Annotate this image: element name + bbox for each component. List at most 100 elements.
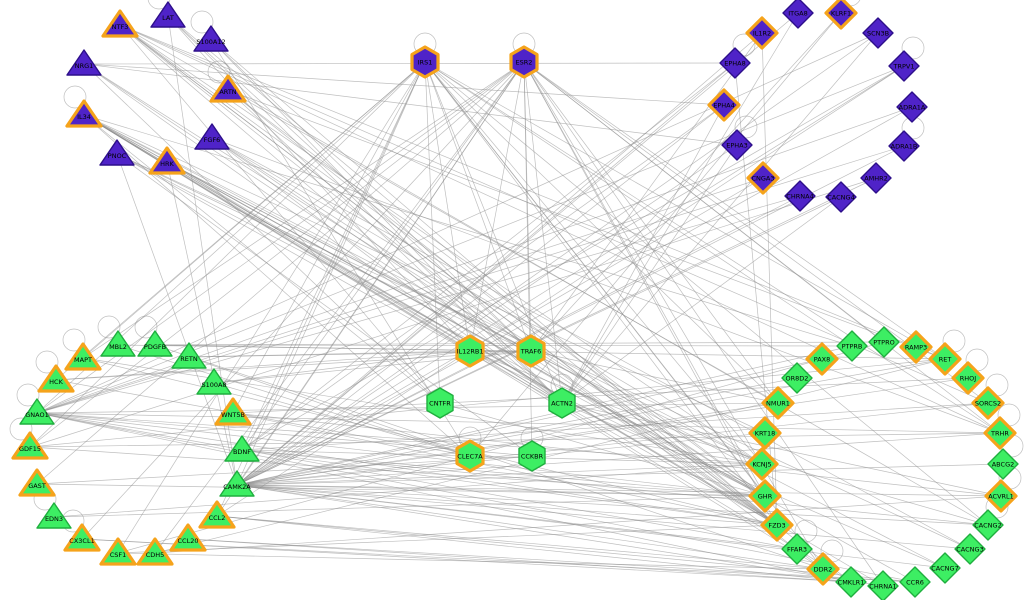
edge-IRS1-KCNJ5 — [424, 61, 763, 465]
edge-CDH5-RET — [154, 358, 946, 554]
node-ITGA8[interactable] — [782, 0, 814, 29]
edge-CAMK2A-ACVRL1 — [236, 484, 1002, 497]
node-ADRA1B[interactable] — [888, 130, 920, 162]
edge-CAMK2A-OR8D2 — [236, 377, 798, 486]
edge-NRG1-EPHA4 — [83, 63, 725, 106]
node-ADRA1A[interactable] — [896, 91, 928, 123]
node-CACNG2[interactable] — [972, 509, 1004, 541]
node-IL12RB1[interactable] — [455, 334, 485, 368]
node-PAX8[interactable] — [805, 342, 839, 376]
edge-EPHA8-CAMK2A — [236, 62, 736, 486]
edge-FGF6-TRHR — [211, 137, 1001, 434]
node-NMUR1[interactable] — [761, 386, 795, 420]
edge-CAMK2A-GHR — [236, 484, 766, 497]
self-loop-S100A12 — [190, 10, 214, 34]
edge-CX3CL1-CCR6 — [81, 538, 916, 583]
edge-ESR2-CCL2 — [216, 61, 525, 517]
node-TRPV1[interactable] — [888, 50, 920, 82]
node-S100A12[interactable] — [193, 25, 229, 52]
edge-SCN3B-CAMK2A — [236, 32, 879, 486]
node-LAT[interactable] — [150, 1, 186, 28]
node-CHRNA1[interactable] — [867, 570, 899, 600]
edge-CAMK2A-DDR2 — [236, 484, 824, 570]
edge-S100A12-ACTN2 — [210, 39, 563, 404]
node-MBL2[interactable] — [100, 330, 136, 357]
node-CDH5[interactable] — [136, 537, 174, 566]
node-TRAF6[interactable] — [516, 334, 546, 368]
node-MAPT[interactable] — [64, 342, 102, 371]
node-CNTFR[interactable] — [426, 387, 454, 419]
self-loop-EPHA3 — [734, 115, 758, 139]
node-CMKLR1[interactable] — [835, 566, 867, 598]
node-ARTN[interactable] — [209, 74, 247, 103]
node-PTPRO[interactable] — [868, 326, 900, 358]
node-EPHA3[interactable] — [721, 129, 753, 161]
node-ABCG2[interactable] — [987, 448, 1019, 480]
node-GAST[interactable] — [18, 468, 56, 497]
node-WNT5B[interactable] — [214, 397, 252, 426]
node-S100A8[interactable] — [196, 368, 232, 395]
edge-NTF3-TRHR — [119, 24, 1001, 434]
node-IL34[interactable] — [65, 99, 103, 128]
node-TRHR[interactable] — [983, 416, 1017, 450]
node-SORCS2[interactable] — [971, 386, 1005, 420]
node-RHOJ[interactable] — [951, 361, 985, 395]
edge-CAMK2A-TRHR — [236, 432, 1001, 486]
node-RETN[interactable] — [171, 342, 207, 369]
node-NRG1[interactable] — [66, 49, 102, 76]
node-GHR[interactable] — [748, 479, 782, 513]
node-IL1R2[interactable] — [745, 16, 779, 50]
node-CACNG4[interactable] — [825, 181, 857, 213]
node-SCN3B[interactable] — [862, 17, 894, 49]
node-RET[interactable] — [928, 342, 962, 376]
node-GDF15[interactable] — [11, 431, 49, 460]
node-NTF3[interactable] — [101, 9, 139, 38]
node-ACTN2[interactable] — [548, 387, 576, 419]
node-EPHA4[interactable] — [707, 88, 741, 122]
node-CAMK2A[interactable] — [219, 470, 255, 497]
edge-GNAO1-CCKBR — [36, 412, 533, 457]
node-AMHR2[interactable] — [860, 162, 892, 194]
node-CLEC7A[interactable] — [455, 439, 485, 473]
edge-NRG1-CNTFR — [83, 63, 441, 404]
node-CNGA3[interactable] — [746, 161, 780, 195]
edge-EPHA4-ACTN2 — [561, 104, 725, 404]
node-PDGFB[interactable] — [137, 330, 173, 357]
node-EDN3[interactable] — [36, 502, 72, 529]
node-KCNJ5[interactable] — [745, 447, 779, 481]
node-PTPRB[interactable] — [836, 330, 868, 362]
node-DDR2[interactable] — [806, 552, 840, 586]
node-CCR6[interactable] — [899, 566, 931, 598]
edge-IRS1-CACNG2 — [424, 61, 989, 526]
node-CCL2[interactable] — [198, 500, 236, 529]
node-CCKBR[interactable] — [518, 440, 546, 472]
edge-CSF1-DDR2 — [117, 552, 824, 570]
node-PNOC[interactable] — [99, 139, 135, 166]
node-CACNG7[interactable] — [929, 552, 961, 584]
node-HRK[interactable] — [148, 146, 186, 175]
node-IRS1[interactable] — [410, 45, 440, 79]
node-FGF6[interactable] — [194, 123, 230, 150]
node-KRT18[interactable] — [748, 416, 782, 450]
node-ESR2[interactable] — [509, 45, 539, 79]
node-EPHA8[interactable] — [719, 47, 751, 79]
node-CCL20[interactable] — [169, 523, 207, 552]
node-CHRNA4[interactable] — [784, 180, 816, 212]
edge-WNT5B-FZD3 — [232, 412, 778, 526]
node-KLRF1[interactable] — [824, 0, 858, 30]
edge-ITGA8-CAMK2A — [236, 12, 799, 486]
node-HCK[interactable] — [37, 364, 75, 393]
node-BDNF[interactable] — [224, 435, 260, 462]
node-OR8D2[interactable] — [781, 362, 813, 394]
node-ACVRL1[interactable] — [984, 479, 1018, 513]
edge-WNT5B-ACVRL1 — [232, 412, 1002, 497]
node-CSF1[interactable] — [99, 537, 137, 566]
node-CX3CL1[interactable] — [63, 523, 101, 552]
node-CACNG3[interactable] — [954, 533, 986, 565]
node-FFAR3[interactable] — [781, 533, 813, 565]
node-GNAO1[interactable] — [19, 398, 55, 425]
node-RAMP3[interactable] — [899, 330, 933, 364]
node-FZD3[interactable] — [760, 508, 794, 542]
edge-IRS1-IL12RB1 — [424, 61, 471, 352]
